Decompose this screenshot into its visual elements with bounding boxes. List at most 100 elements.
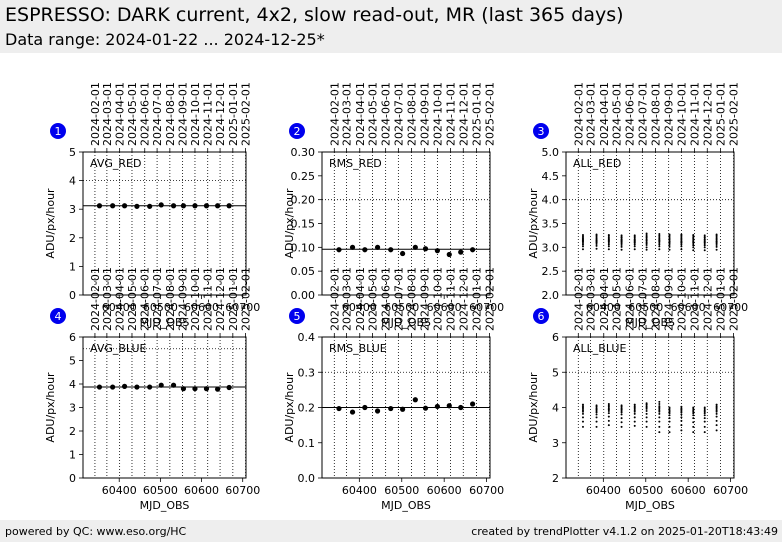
data-point [422,405,429,411]
data-point [96,203,103,209]
data-point [692,233,695,236]
data-point [203,203,210,209]
panel-parameter-label: AVG_BLUE [90,342,147,355]
top-date-label: 2025-01-01 [714,267,727,331]
top-date-label: 2024-04-01 [354,82,367,146]
data-point [633,412,636,415]
x-tick-label: 60500 [384,301,419,314]
data-point [658,237,661,240]
data-point [434,248,440,254]
top-date-label: 2024-06-01 [380,267,393,331]
data-point [668,235,671,238]
data-point [703,407,706,410]
top-date-label: 2024-10-01 [431,267,444,331]
data-point [446,403,452,409]
y-tick-label: 3.0 [542,241,560,254]
top-date-label: 2025-01-01 [714,82,727,146]
data-point [581,407,584,410]
plot-frame [82,151,247,296]
data-point [668,406,671,409]
top-date-label: 2025-02-01 [240,267,253,331]
data-point [692,242,695,245]
data-point [620,410,623,413]
top-date-label: 2025-01-01 [227,267,240,331]
data-point [703,420,706,423]
plot-frame [82,336,247,479]
data-point [121,383,128,389]
data-point [434,403,440,410]
data-point [595,404,598,407]
data-point [620,417,623,420]
x-tick-label: 60500 [628,484,663,497]
top-date-label: 2024-11-01 [202,267,215,331]
data-point [715,429,718,432]
data-point [147,384,153,390]
y-tick-label: 1 [69,449,76,462]
data-point [633,410,636,413]
data-point [607,245,610,248]
panel-number: 4 [55,310,62,323]
data-point [692,409,695,412]
data-point [715,245,718,248]
data-point [581,405,584,408]
data-point [170,382,177,388]
data-point [581,412,584,415]
data-point [595,242,598,245]
y-tick-label: 0.1 [298,437,316,450]
top-date-label: 2024-07-01 [151,82,164,146]
data-point [645,420,648,423]
data-point [607,424,610,427]
data-point [692,244,695,247]
data-point [458,249,464,255]
data-point [595,408,598,411]
top-date-label: 2024-04-01 [598,267,611,331]
top-date-label: 2024-08-01 [650,267,663,331]
top-date-label: 2024-02-01 [328,82,341,146]
data-point [595,233,598,236]
top-date-label: 2024-03-01 [341,82,354,146]
data-point [680,240,683,243]
data-point [645,412,648,415]
data-point [692,425,695,428]
data-point [715,242,718,245]
data-point [715,410,718,413]
data-point [715,233,718,236]
data-point [668,420,671,423]
data-point [620,421,623,424]
x-tick-label: 60500 [384,484,419,497]
data-point [680,248,683,251]
x-tick-label: 60600 [184,301,219,314]
y-tick-label: 0.0 [298,472,316,485]
y-tick-label: 4.5 [542,170,560,183]
data-point [658,234,661,237]
data-point [692,417,695,420]
data-point [715,419,718,422]
data-point [703,417,706,420]
data-point [581,245,584,248]
data-point [703,431,706,434]
y-tick-label: 4 [69,378,76,391]
x-tick-label: 60400 [102,484,137,497]
x-axis-label: MJD_OBS [625,499,675,512]
top-date-label: 2024-06-01 [139,267,152,331]
data-point [645,248,648,251]
data-point [668,238,671,241]
page-subtitle: Data range: 2024-01-22 ... 2024-12-25* [5,30,325,49]
data-point [680,410,683,413]
panel-parameter-label: RMS_RED [329,157,382,170]
data-point [121,203,128,209]
top-date-label: 2024-10-01 [675,82,688,146]
data-point [633,407,636,410]
data-point [658,406,661,409]
x-tick-label: 60500 [628,301,663,314]
data-point [692,412,695,415]
chart-panel-3: 2024-02-01 2024-03-01 2024-04-01 2024-05-01… [527,82,748,329]
top-date-label: 2024-06-01 [624,82,637,146]
data-point [703,249,706,252]
x-tick-label: 60400 [342,484,377,497]
data-point [581,242,584,245]
data-point [633,424,636,427]
data-point [349,409,356,415]
x-tick-label: 60500 [143,301,178,314]
data-point [581,235,584,238]
